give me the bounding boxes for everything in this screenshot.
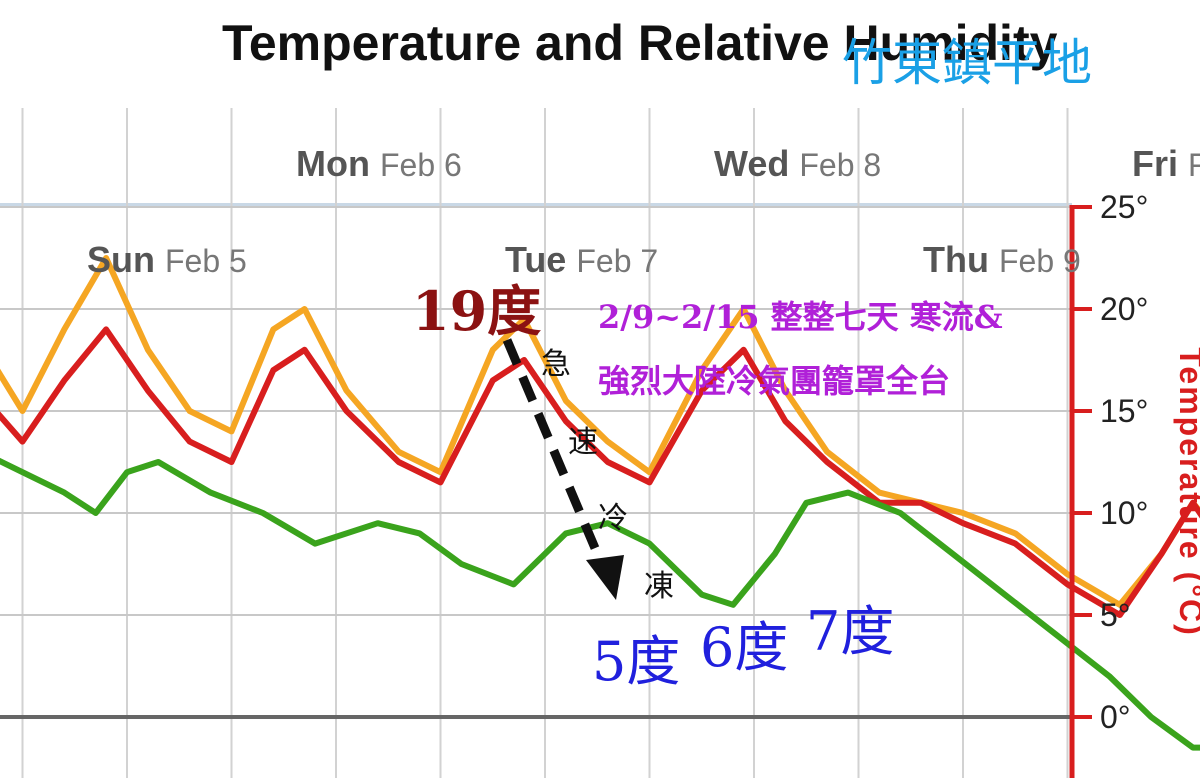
- y-tick-label: 10°: [1100, 495, 1148, 531]
- day-label-top-date: Feb 8: [799, 147, 881, 183]
- headline-line-2: 強烈大陸冷氣團籠罩全台: [598, 362, 950, 400]
- day-label-top-date: Feb 10: [1188, 147, 1200, 183]
- series-line-3: [0, 457, 1200, 751]
- y-tick-label: 5°: [1100, 597, 1131, 633]
- series-line-1: [0, 255, 1200, 608]
- y-ticks: 0° 5° 10° 15° 20° 25°: [1072, 189, 1148, 735]
- series-lines: [0, 255, 1200, 751]
- day-label-bottom: Thu Feb 9: [923, 239, 1081, 280]
- day-label-bottom-weekday: Tue: [505, 239, 576, 280]
- day-label-top-weekday: Mon: [296, 143, 380, 184]
- y-tick-label: 20°: [1100, 291, 1148, 327]
- y-tick-label: 15°: [1100, 393, 1148, 429]
- y-axis-label: Temperature (°C): [1173, 347, 1200, 637]
- day-label-bottom-date: Feb 7: [576, 243, 658, 279]
- day-label-top-weekday: Wed: [714, 143, 799, 184]
- day-label-bottom: Sun Feb 5: [87, 239, 247, 280]
- y-tick-label: 0°: [1100, 699, 1131, 735]
- day-label-bottom-weekday: Sun: [87, 239, 165, 280]
- chart-title: Temperature and Relative Humidity: [222, 15, 1058, 71]
- drop-arrow: [502, 338, 624, 600]
- drop-char-1: 急: [541, 347, 571, 382]
- low-label-5: 5度: [592, 630, 680, 693]
- drop-arrow-head: [586, 555, 624, 600]
- day-label-top: Fri Feb 10: [1132, 143, 1200, 184]
- low-label-6: 6度: [700, 616, 788, 679]
- headline-line-1: 2/9~2/15 整整七天 寒流&: [598, 298, 1003, 336]
- day-label-top-weekday: Fri: [1132, 143, 1188, 184]
- drop-char-4: 凍: [644, 569, 674, 604]
- location-label: 竹東鎮平地: [842, 34, 1092, 92]
- day-label-top: Wed Feb 8: [714, 143, 881, 184]
- day-label-bottom: Tue Feb 7: [505, 239, 658, 280]
- drop-char-2: 速: [568, 425, 598, 460]
- day-label-bottom-date: Feb 5: [165, 243, 247, 279]
- y-tick-label: 25°: [1100, 189, 1148, 225]
- day-label-bottom-weekday: Thu: [923, 239, 999, 280]
- drop-char-3: 冷: [598, 501, 628, 536]
- day-label-bottom-date: Feb 9: [999, 243, 1081, 279]
- day-label-top-date: Feb 6: [380, 147, 462, 183]
- day-label-top: Mon Feb 6: [296, 143, 462, 184]
- low-label-7: 7度: [806, 600, 894, 663]
- series-line-2: [0, 326, 1200, 618]
- grid-lines: [0, 108, 1072, 778]
- peak-temp-annotation: 19度: [412, 279, 541, 343]
